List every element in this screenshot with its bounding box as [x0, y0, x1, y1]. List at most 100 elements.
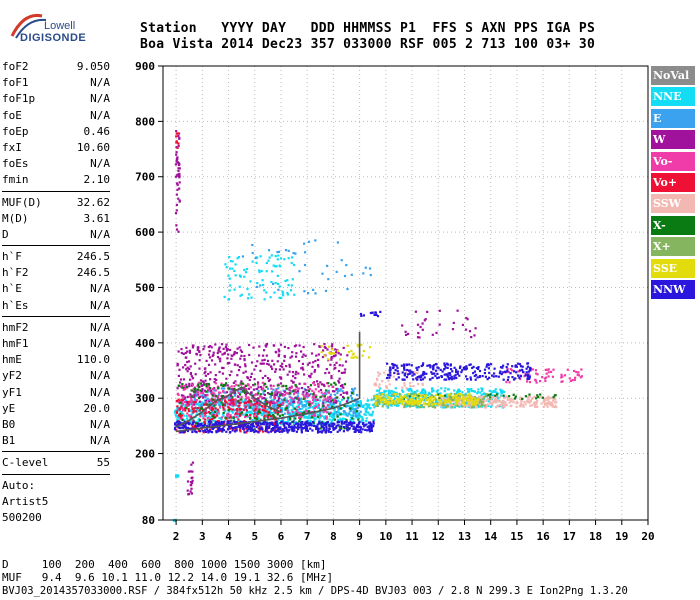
echo-point: [508, 395, 511, 398]
echo-point: [202, 415, 205, 418]
echo-point: [450, 392, 453, 395]
echo-point: [196, 348, 199, 352]
echo-point: [507, 376, 510, 379]
echo-point: [230, 419, 233, 422]
echo-point: [528, 377, 531, 380]
echo-point: [209, 421, 212, 424]
echo-point: [430, 399, 433, 403]
echo-point: [468, 330, 472, 333]
echo-point: [308, 402, 311, 406]
echo-point: [309, 404, 312, 407]
echo-point: [273, 409, 276, 412]
echo-point: [263, 414, 266, 417]
echo-point: [175, 209, 178, 212]
echo-point: [276, 384, 279, 387]
echo-point: [204, 394, 207, 397]
echo-point: [366, 399, 369, 402]
echo-point: [547, 375, 550, 378]
echo-point: [224, 404, 227, 408]
echo-point: [410, 398, 414, 401]
echo-point: [230, 370, 233, 373]
echo-point: [243, 399, 247, 402]
echo-point: [392, 366, 395, 369]
echo-point: [204, 401, 208, 404]
echo-point: [303, 404, 306, 407]
echo-point: [441, 396, 444, 399]
echo-point: [300, 367, 303, 370]
echo-point: [429, 399, 432, 402]
echo-point: [417, 377, 420, 380]
echo-point: [192, 387, 195, 391]
echo-point: [206, 425, 209, 428]
echo-point: [200, 424, 203, 427]
echo-point: [526, 380, 529, 383]
legend-item-nne: NNE: [651, 87, 695, 107]
echo-point: [236, 257, 239, 260]
echo-point: [354, 430, 357, 433]
echo-point: [444, 364, 447, 367]
echo-point: [289, 422, 292, 425]
x-tick-label: 11: [405, 530, 419, 543]
echo-point: [400, 364, 403, 367]
echo-point: [223, 352, 226, 355]
echo-point: [297, 406, 300, 409]
echo-point: [345, 425, 348, 428]
echo-point: [305, 392, 308, 395]
echo-point: [432, 372, 435, 375]
echo-point: [416, 378, 419, 381]
echo-point: [219, 429, 222, 432]
echo-point: [277, 348, 280, 351]
param-name: M(D): [2, 211, 29, 225]
echo-point: [342, 386, 345, 389]
echo-point: [229, 414, 232, 417]
echo-point: [465, 402, 469, 405]
echo-point: [252, 388, 255, 391]
echo-point: [299, 415, 303, 418]
echo-point: [350, 273, 353, 276]
echo-point: [273, 411, 276, 414]
echo-point: [235, 421, 238, 424]
echo-point: [381, 400, 384, 403]
echo-point: [239, 357, 242, 360]
echo-point: [517, 362, 520, 365]
echo-point: [205, 382, 208, 385]
echo-point: [179, 421, 182, 424]
echo-point: [308, 415, 311, 418]
echo-point: [501, 402, 504, 405]
echo-point: [339, 427, 342, 430]
echo-point: [217, 429, 220, 432]
echo-point: [203, 383, 206, 386]
echo-point: [406, 388, 409, 391]
echo-point: [307, 389, 311, 393]
echo-point: [229, 348, 232, 352]
echo-point: [505, 395, 508, 398]
echo-point: [218, 428, 221, 431]
echo-point: [288, 392, 291, 395]
echo-point: [317, 358, 320, 361]
echo-point: [470, 403, 474, 406]
echo-point: [318, 422, 321, 425]
echo-point: [235, 383, 238, 386]
echo-point: [351, 406, 354, 410]
echo-point: [443, 402, 446, 405]
echo-point: [360, 343, 363, 346]
echo-point: [202, 409, 205, 412]
echo-point: [218, 404, 221, 407]
echo-point: [225, 347, 228, 350]
echo-point: [373, 403, 376, 407]
param-name: h`F2: [2, 266, 29, 280]
echo-point: [423, 395, 427, 398]
echo-point: [293, 424, 296, 427]
legend-item-x: X+: [651, 237, 695, 257]
echo-point: [420, 391, 423, 394]
echo-point: [261, 362, 264, 365]
echo-point: [549, 401, 552, 404]
echo-point: [339, 385, 343, 388]
echo-point: [547, 397, 550, 400]
echo-point: [352, 417, 355, 420]
param-value: N/A: [90, 282, 110, 296]
echo-point: [191, 407, 194, 410]
echo-point: [237, 384, 240, 387]
echo-point: [459, 402, 462, 405]
echo-point: [534, 379, 537, 382]
